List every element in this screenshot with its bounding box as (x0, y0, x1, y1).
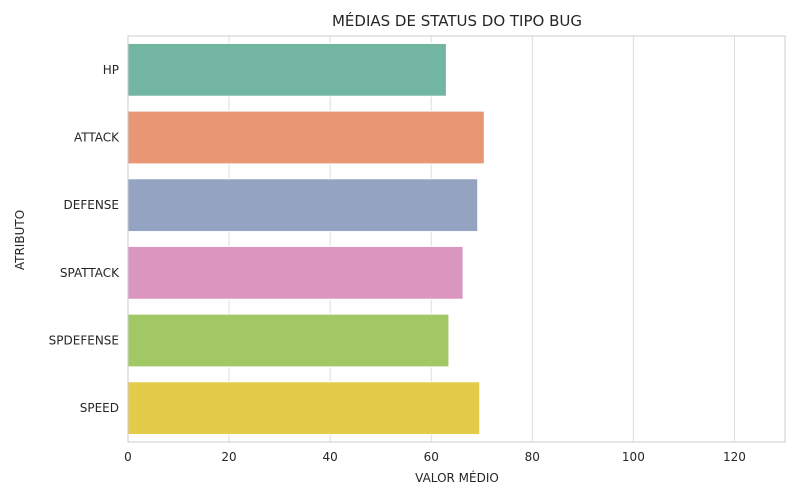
bar-attack (127, 110, 485, 165)
bars (127, 42, 485, 436)
x-axis-label: VALOR MÉDIO (415, 470, 499, 485)
x-tick-label: 0 (124, 450, 132, 464)
y-tick-label: SPDEFENSE (49, 334, 119, 348)
y-tick-labels: HP ATTACK DEFENSE SPATTACK SPDEFENSE SPEED (49, 63, 120, 415)
x-tick-label: 40 (323, 450, 338, 464)
x-tick-label: 80 (525, 450, 540, 464)
y-tick-label: HP (103, 63, 119, 77)
x-tick-label: 60 (424, 450, 439, 464)
bar-hp (127, 42, 447, 97)
x-tick-label: 120 (723, 450, 746, 464)
y-axis-label: ATRIBUTO (13, 210, 27, 270)
grid-lines (127, 36, 735, 442)
bar-spattack (127, 245, 464, 300)
x-tick-labels: 0 20 40 60 80 100 120 (124, 450, 746, 464)
x-tick-label: 100 (622, 450, 645, 464)
plot-frame (127, 35, 786, 443)
bar-speed (127, 381, 481, 436)
y-tick-label: ATTACK (74, 131, 120, 145)
x-tick-label: 20 (221, 450, 236, 464)
chart-title: MÉDIAS DE STATUS DO TIPO BUG (332, 11, 582, 30)
y-tick-label: DEFENSE (64, 198, 119, 212)
y-tick-label: SPEED (80, 401, 119, 415)
y-tick-label: SPATTACK (60, 266, 120, 280)
bar-spdefense (127, 313, 450, 368)
bar-defense (127, 178, 479, 233)
